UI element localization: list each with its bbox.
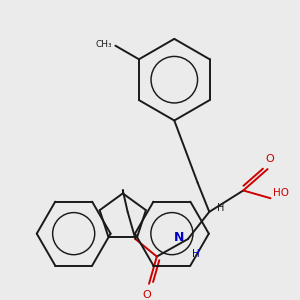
Text: HO: HO — [273, 188, 290, 198]
Text: O: O — [265, 154, 274, 164]
Text: CH₃: CH₃ — [96, 40, 112, 49]
Text: N: N — [174, 231, 184, 244]
Text: H: H — [192, 249, 200, 259]
Text: O: O — [143, 290, 152, 300]
Text: H: H — [217, 203, 224, 213]
